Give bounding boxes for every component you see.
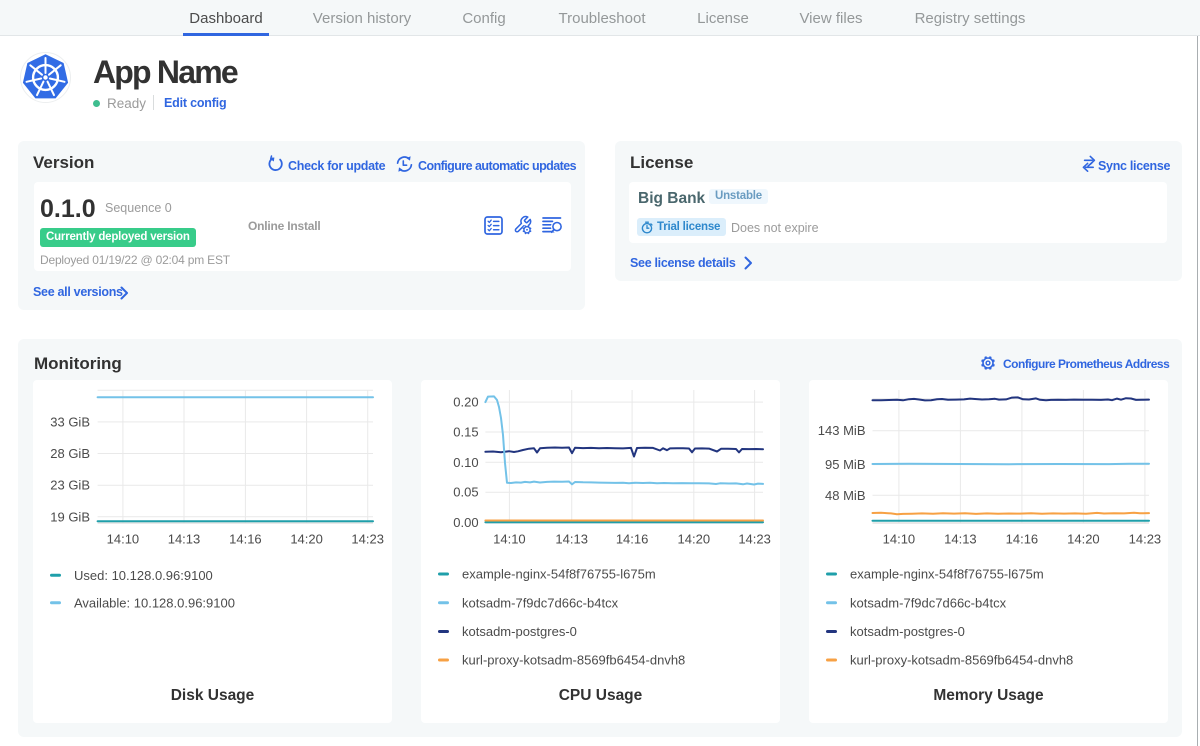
- svg-text:kurl-proxy-kotsadm-8569fb6454-: kurl-proxy-kotsadm-8569fb6454-dnvh8: [462, 653, 685, 668]
- svg-text:14:13: 14:13: [944, 532, 977, 547]
- svg-text:14:13: 14:13: [168, 532, 201, 547]
- svg-text:kotsadm-7f9dc7d66c-b4tcx: kotsadm-7f9dc7d66c-b4tcx: [850, 595, 1007, 610]
- svg-text:14:16: 14:16: [229, 532, 262, 547]
- svg-text:33 GiB: 33 GiB: [50, 414, 90, 429]
- svg-text:Disk Usage: Disk Usage: [171, 687, 255, 704]
- svg-text:0.05: 0.05: [453, 485, 478, 500]
- svg-text:14:10: 14:10: [882, 532, 915, 547]
- svg-text:CPU Usage: CPU Usage: [559, 687, 643, 704]
- svg-text:48 MiB: 48 MiB: [825, 488, 865, 503]
- svg-text:14:10: 14:10: [107, 532, 140, 547]
- svg-text:Available: 10.128.0.96:9100: Available: 10.128.0.96:9100: [74, 595, 235, 610]
- svg-text:14:20: 14:20: [1067, 532, 1100, 547]
- svg-text:kotsadm-postgres-0: kotsadm-postgres-0: [850, 624, 965, 639]
- svg-text:0.15: 0.15: [453, 425, 478, 440]
- svg-text:kotsadm-postgres-0: kotsadm-postgres-0: [462, 624, 577, 639]
- svg-text:28 GiB: 28 GiB: [50, 446, 90, 461]
- svg-text:14:23: 14:23: [738, 532, 771, 547]
- svg-text:14:20: 14:20: [678, 532, 711, 547]
- svg-text:14:16: 14:16: [616, 532, 649, 547]
- svg-text:14:13: 14:13: [555, 532, 588, 547]
- svg-text:143 MiB: 143 MiB: [817, 423, 865, 438]
- svg-text:14:20: 14:20: [290, 532, 323, 547]
- svg-text:0.00: 0.00: [453, 515, 478, 530]
- svg-text:Memory Usage: Memory Usage: [933, 687, 1044, 704]
- svg-text:95 MiB: 95 MiB: [825, 457, 865, 472]
- svg-text:0.20: 0.20: [453, 395, 478, 410]
- svg-text:14:23: 14:23: [1128, 532, 1161, 547]
- svg-text:19 GiB: 19 GiB: [50, 509, 90, 524]
- svg-text:kurl-proxy-kotsadm-8569fb6454-: kurl-proxy-kotsadm-8569fb6454-dnvh8: [850, 653, 1073, 668]
- svg-text:14:10: 14:10: [493, 532, 526, 547]
- svg-text:23 GiB: 23 GiB: [50, 478, 90, 493]
- svg-text:14:16: 14:16: [1005, 532, 1038, 547]
- svg-text:14:23: 14:23: [351, 532, 384, 547]
- svg-text:Used: 10.128.0.96:9100: Used: 10.128.0.96:9100: [74, 568, 213, 583]
- svg-text:example-nginx-54f8f76755-l675m: example-nginx-54f8f76755-l675m: [850, 567, 1044, 582]
- svg-text:example-nginx-54f8f76755-l675m: example-nginx-54f8f76755-l675m: [462, 567, 656, 582]
- svg-text:kotsadm-7f9dc7d66c-b4tcx: kotsadm-7f9dc7d66c-b4tcx: [462, 595, 619, 610]
- svg-text:0.10: 0.10: [453, 455, 478, 470]
